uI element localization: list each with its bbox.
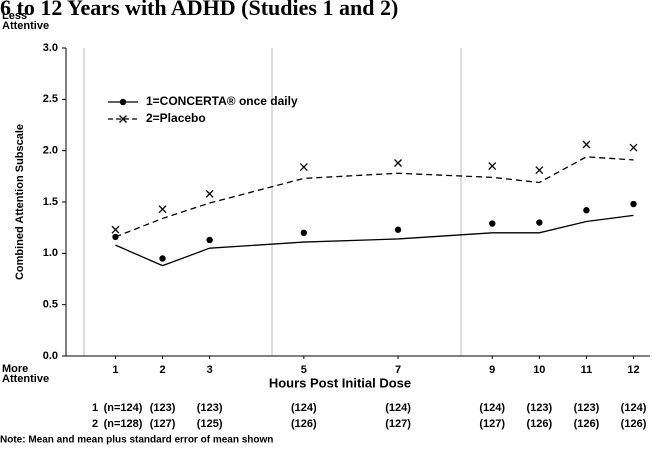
n-count: (127)	[479, 418, 505, 430]
y-tick-label: 1.5	[43, 196, 58, 208]
legend-marker	[119, 115, 127, 123]
n-count: (124)	[479, 402, 505, 414]
marker	[535, 166, 544, 175]
marker	[300, 229, 308, 236]
marker	[205, 189, 214, 198]
n-count: (n=128)	[104, 418, 143, 430]
note: Note: Mean and mean plus standard error …	[0, 435, 273, 446]
y-tick-label: 2.0	[43, 145, 58, 157]
x-tick-label: 1	[112, 364, 118, 376]
legend-label: 1=CONCERTA® once daily	[146, 94, 298, 108]
marker	[158, 205, 167, 214]
n-count: (123)	[150, 402, 176, 414]
series-line	[115, 156, 634, 238]
marker	[536, 219, 543, 226]
n-count: (126)	[574, 418, 600, 430]
x-tick-label: 7	[395, 364, 401, 376]
y-tick-label: 1.0	[43, 247, 58, 259]
marker	[630, 200, 637, 208]
series-line	[115, 214, 634, 267]
marker	[159, 255, 166, 262]
axis-annotation: More Attentive	[2, 363, 49, 385]
n-count: (123)	[197, 402, 223, 414]
n-count: (124)	[385, 402, 411, 414]
n-count: (123)	[526, 402, 552, 414]
n-count: (126)	[291, 418, 317, 430]
marker	[394, 226, 402, 233]
marker	[394, 159, 402, 167]
n-count: (127)	[150, 418, 176, 430]
marker	[206, 236, 213, 244]
marker	[111, 225, 120, 234]
x-tick-label: 9	[489, 364, 495, 376]
n-count: (126)	[621, 418, 647, 430]
y-tick-label: 2.5	[43, 93, 58, 105]
marker	[629, 143, 638, 152]
marker	[489, 220, 496, 227]
x-tick-label: 12	[627, 364, 639, 376]
n-count: (126)	[526, 418, 552, 430]
marker	[299, 163, 308, 172]
chart-title: 6 to 12 Years with ADHD (Studies 1 and 2…	[0, 0, 398, 20]
legend-label: 2=Placebo	[146, 111, 206, 125]
n-count: (124)	[291, 402, 317, 414]
n-row-label: 2	[92, 418, 98, 430]
x-tick-label: 10	[533, 364, 545, 376]
x-tick-label: 2	[159, 364, 165, 376]
axis-annotation: Less Attentive	[2, 10, 49, 32]
marker	[488, 162, 497, 171]
n-count: (125)	[197, 418, 223, 430]
x-tick-label: 3	[207, 364, 213, 376]
n-count: (123)	[574, 402, 600, 414]
marker	[583, 207, 590, 214]
n-row-label: 1	[92, 402, 98, 414]
x-tick-label: 5	[301, 364, 307, 376]
n-count: (127)	[385, 418, 411, 430]
n-count: (124)	[621, 402, 647, 414]
y-axis-title: Combined Attention Subscale	[14, 124, 26, 280]
marker	[582, 140, 591, 149]
legend-marker	[119, 98, 127, 106]
x-axis-title: Hours Post Initial Dose	[269, 375, 411, 390]
x-tick-label: 11	[581, 364, 593, 376]
y-tick-label: 0.0	[43, 350, 58, 362]
y-tick-label: 3.0	[43, 42, 58, 54]
n-count: (n=124)	[104, 402, 143, 414]
y-tick-label: 0.5	[43, 299, 58, 311]
